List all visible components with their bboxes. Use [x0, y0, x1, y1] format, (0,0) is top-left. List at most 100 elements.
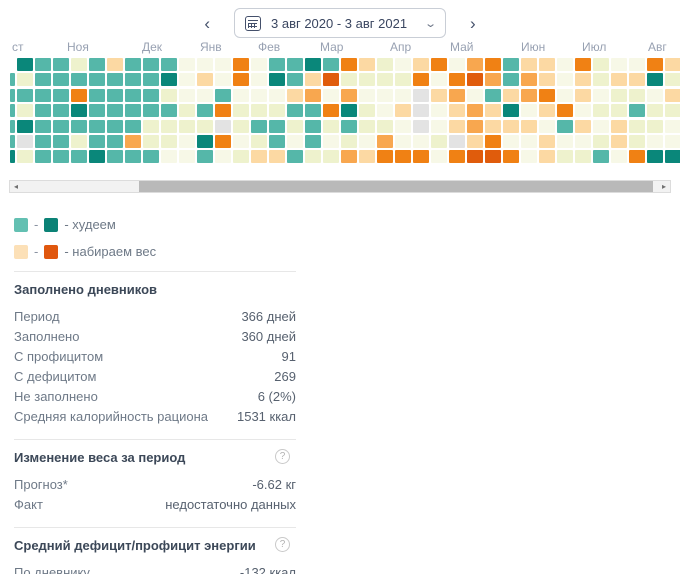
heatmap-cell[interactable]	[665, 104, 680, 117]
heatmap-cell[interactable]	[359, 104, 375, 117]
heatmap-cell[interactable]	[197, 120, 213, 133]
heatmap-cell[interactable]	[17, 58, 33, 71]
heatmap-cell[interactable]	[143, 89, 159, 102]
heatmap-cell[interactable]	[611, 58, 627, 71]
heatmap-cell[interactable]	[71, 120, 87, 133]
heatmap-cell[interactable]	[341, 120, 357, 133]
heatmap-cell[interactable]	[233, 120, 249, 133]
heatmap-cell[interactable]	[539, 58, 555, 71]
heatmap-cell[interactable]	[467, 73, 483, 86]
heatmap-cell[interactable]	[539, 73, 555, 86]
heatmap-cell[interactable]	[467, 150, 483, 163]
heatmap-cell[interactable]	[557, 120, 573, 133]
heatmap-cell[interactable]	[341, 73, 357, 86]
heatmap-cell[interactable]	[359, 120, 375, 133]
heatmap-cell[interactable]	[125, 58, 141, 71]
scrollbar-thumb[interactable]	[138, 181, 654, 192]
heatmap-cell[interactable]	[143, 73, 159, 86]
heatmap-cell[interactable]	[305, 135, 321, 148]
heatmap-cell[interactable]	[71, 150, 87, 163]
heatmap-cell[interactable]	[467, 104, 483, 117]
heatmap-cell[interactable]	[53, 120, 69, 133]
heatmap-cell[interactable]	[35, 58, 51, 71]
heatmap-cell[interactable]	[575, 89, 591, 102]
heatmap-cell[interactable]	[71, 104, 87, 117]
heatmap-cell[interactable]	[557, 89, 573, 102]
heatmap-cell[interactable]	[665, 150, 680, 163]
heatmap-cell[interactable]	[485, 135, 501, 148]
heatmap-cell[interactable]	[305, 120, 321, 133]
heatmap-cell[interactable]	[251, 73, 267, 86]
heatmap-cell[interactable]	[179, 120, 195, 133]
heatmap-cell[interactable]	[665, 73, 680, 86]
heatmap-cell[interactable]	[575, 104, 591, 117]
heatmap-cell[interactable]	[17, 89, 33, 102]
heatmap-cell[interactable]	[359, 150, 375, 163]
heatmap-cell[interactable]	[251, 150, 267, 163]
heatmap-cell[interactable]	[575, 120, 591, 133]
heatmap-cell[interactable]	[575, 58, 591, 71]
heatmap-cell[interactable]	[233, 89, 249, 102]
heatmap-cell[interactable]	[161, 120, 177, 133]
heatmap-cell[interactable]	[323, 135, 339, 148]
heatmap-cell[interactable]	[431, 89, 447, 102]
heatmap-cell[interactable]	[143, 104, 159, 117]
heatmap-cell[interactable]	[647, 73, 663, 86]
heatmap-cell[interactable]	[17, 104, 33, 117]
heatmap-cell[interactable]	[251, 89, 267, 102]
heatmap-cell[interactable]	[89, 120, 105, 133]
heatmap-cell[interactable]	[161, 150, 177, 163]
heatmap-cell[interactable]	[503, 73, 519, 86]
heatmap-cell[interactable]	[611, 150, 627, 163]
heatmap-cell[interactable]	[197, 73, 213, 86]
heatmap-cell[interactable]	[233, 58, 249, 71]
heatmap-cell[interactable]	[269, 89, 285, 102]
heatmap-cell[interactable]	[35, 135, 51, 148]
scroll-left-icon[interactable]: ◂	[13, 182, 18, 191]
heatmap-cell[interactable]	[557, 73, 573, 86]
heatmap-cell[interactable]	[503, 58, 519, 71]
heatmap-cell[interactable]	[557, 150, 573, 163]
heatmap-cell[interactable]	[251, 135, 267, 148]
heatmap-cell[interactable]	[485, 73, 501, 86]
heatmap-cell[interactable]	[647, 89, 663, 102]
heatmap-cell[interactable]	[323, 120, 339, 133]
heatmap-cell[interactable]	[413, 73, 429, 86]
heatmap-cell[interactable]	[215, 150, 231, 163]
heatmap-cell[interactable]	[323, 89, 339, 102]
heatmap-cell[interactable]	[35, 89, 51, 102]
heatmap-cell[interactable]	[413, 104, 429, 117]
heatmap-cell[interactable]	[179, 89, 195, 102]
heatmap-cell[interactable]	[395, 150, 411, 163]
heatmap-cell[interactable]	[341, 58, 357, 71]
prev-period-button[interactable]: ‹	[204, 13, 210, 33]
heatmap-cell[interactable]	[485, 58, 501, 71]
heatmap-cell[interactable]	[89, 73, 105, 86]
heatmap-cell[interactable]	[305, 150, 321, 163]
heatmap-cell[interactable]	[71, 73, 87, 86]
heatmap-cell[interactable]	[125, 150, 141, 163]
heatmap-cell[interactable]	[287, 73, 303, 86]
heatmap-cell[interactable]	[53, 135, 69, 148]
heatmap-cell[interactable]	[449, 89, 465, 102]
heatmap-cell[interactable]	[629, 58, 645, 71]
heatmap-cell[interactable]	[485, 89, 501, 102]
heatmap-cell[interactable]	[143, 120, 159, 133]
heatmap-cell[interactable]	[503, 120, 519, 133]
heatmap-cell[interactable]	[503, 104, 519, 117]
heatmap-cell[interactable]	[305, 58, 321, 71]
heatmap-cell[interactable]	[593, 150, 609, 163]
heatmap-cell[interactable]	[161, 104, 177, 117]
heatmap-cell[interactable]	[197, 135, 213, 148]
heatmap-cell[interactable]	[233, 135, 249, 148]
heatmap-cell[interactable]	[107, 135, 123, 148]
heatmap-cell[interactable]	[539, 104, 555, 117]
heatmap-cell[interactable]	[107, 73, 123, 86]
heatmap-cell[interactable]	[449, 73, 465, 86]
heatmap-cell[interactable]	[125, 120, 141, 133]
scroll-right-icon[interactable]: ▸	[661, 182, 666, 191]
heatmap-cell[interactable]	[10, 73, 15, 86]
heatmap-cell[interactable]	[593, 89, 609, 102]
heatmap-cell[interactable]	[305, 89, 321, 102]
heatmap-cell[interactable]	[629, 120, 645, 133]
